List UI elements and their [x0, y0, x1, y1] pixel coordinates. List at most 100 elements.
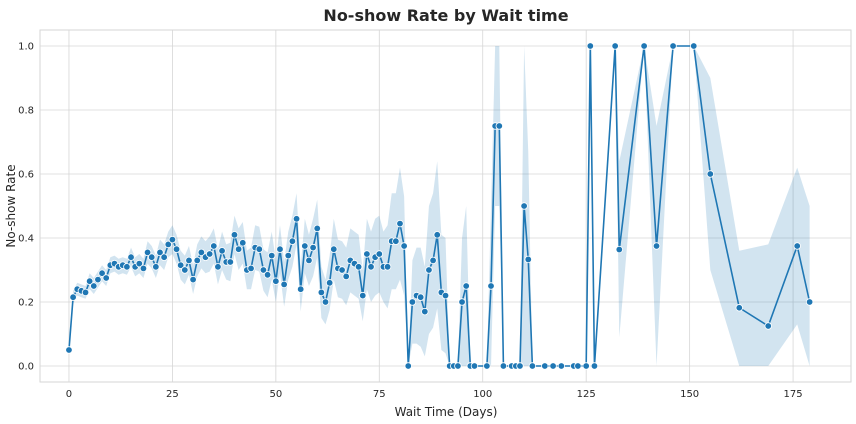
data-point [433, 231, 441, 239]
data-point [441, 291, 450, 300]
data-point [325, 279, 334, 287]
data-point [284, 251, 292, 260]
data-point [462, 282, 470, 290]
data-point [735, 304, 743, 312]
data-point [259, 266, 268, 274]
data-point [301, 242, 309, 250]
data-point [296, 285, 305, 293]
x-tick-label: 25 [166, 389, 179, 400]
y-axis-label: No-show Rate [4, 164, 18, 247]
data-point [164, 240, 172, 249]
data-point [317, 288, 326, 297]
data-point [65, 346, 73, 354]
data-point [367, 263, 375, 271]
data-point [197, 248, 206, 257]
y-tick-label: 1.0 [18, 42, 34, 53]
data-point [305, 256, 313, 265]
data-point [487, 282, 495, 290]
data-point [152, 263, 160, 271]
data-point [81, 288, 90, 297]
data-point [247, 264, 255, 273]
data-point [139, 264, 148, 273]
data-point [172, 245, 181, 253]
data-point [272, 277, 280, 285]
data-point [193, 256, 201, 265]
data-point [586, 42, 595, 50]
data-point [706, 170, 715, 178]
data-point [214, 263, 222, 271]
data-point [102, 274, 110, 282]
data-point [205, 250, 214, 258]
data-point [454, 362, 462, 370]
data-point [429, 256, 437, 265]
data-point [309, 243, 317, 252]
data-point [330, 245, 338, 253]
data-point [793, 242, 801, 250]
data-point [160, 253, 168, 261]
x-tick-label: 100 [473, 389, 492, 400]
data-point [458, 298, 466, 306]
x-tick-labels: 0 25 50 75 100 125 150 175 [66, 389, 803, 400]
data-point [528, 362, 537, 370]
data-point [520, 202, 528, 210]
data-point [400, 242, 408, 250]
y-tick-label: 0.6 [18, 170, 34, 181]
data-point [268, 251, 276, 260]
x-tick-label: 0 [66, 389, 72, 400]
data-point [280, 280, 288, 289]
data-point [549, 362, 557, 370]
data-point [338, 266, 346, 274]
data-point [421, 307, 429, 316]
data-point [404, 362, 412, 370]
data-point [582, 362, 590, 370]
data-point [541, 362, 549, 370]
data-point [210, 242, 218, 250]
data-point [156, 248, 164, 257]
data-point [640, 42, 648, 50]
data-point [218, 247, 226, 255]
data-point [416, 293, 425, 301]
y-tick-label: 0.4 [18, 234, 34, 245]
data-point [495, 122, 503, 130]
data-point [805, 298, 814, 306]
confidence-band [68, 46, 810, 366]
data-point [408, 298, 417, 306]
y-tick-label: 0.8 [18, 106, 34, 117]
data-point [652, 242, 661, 250]
data-point [143, 248, 152, 257]
data-point [516, 362, 524, 370]
data-point [85, 277, 94, 285]
data-point [135, 259, 144, 268]
data-point [69, 293, 77, 301]
y-tick-labels: 0.0 0.2 0.4 0.6 0.8 1.0 [18, 42, 34, 373]
data-point [557, 362, 566, 370]
data-points [65, 42, 814, 370]
data-point [499, 362, 508, 370]
data-point [590, 362, 599, 370]
x-tick-label: 125 [577, 389, 596, 400]
data-point [483, 362, 491, 370]
data-point [181, 266, 189, 274]
data-point [363, 250, 371, 258]
data-point [396, 219, 404, 228]
data-point [230, 231, 239, 239]
data-point [359, 291, 367, 300]
data-point [189, 275, 197, 284]
data-point [375, 250, 383, 258]
data-point [292, 215, 301, 223]
confidence-band-area [68, 46, 810, 366]
data-point [615, 245, 623, 254]
data-point [123, 263, 131, 271]
data-point [90, 282, 98, 290]
data-point [611, 42, 619, 50]
x-tick-label: 75 [373, 389, 386, 400]
data-point [288, 237, 297, 245]
data-point [94, 275, 102, 284]
data-point [226, 258, 235, 266]
data-point [764, 322, 772, 330]
chart-title: No-show Rate by Wait time [323, 6, 568, 25]
data-point [239, 239, 247, 247]
data-point [127, 253, 135, 261]
data-point [276, 245, 284, 253]
